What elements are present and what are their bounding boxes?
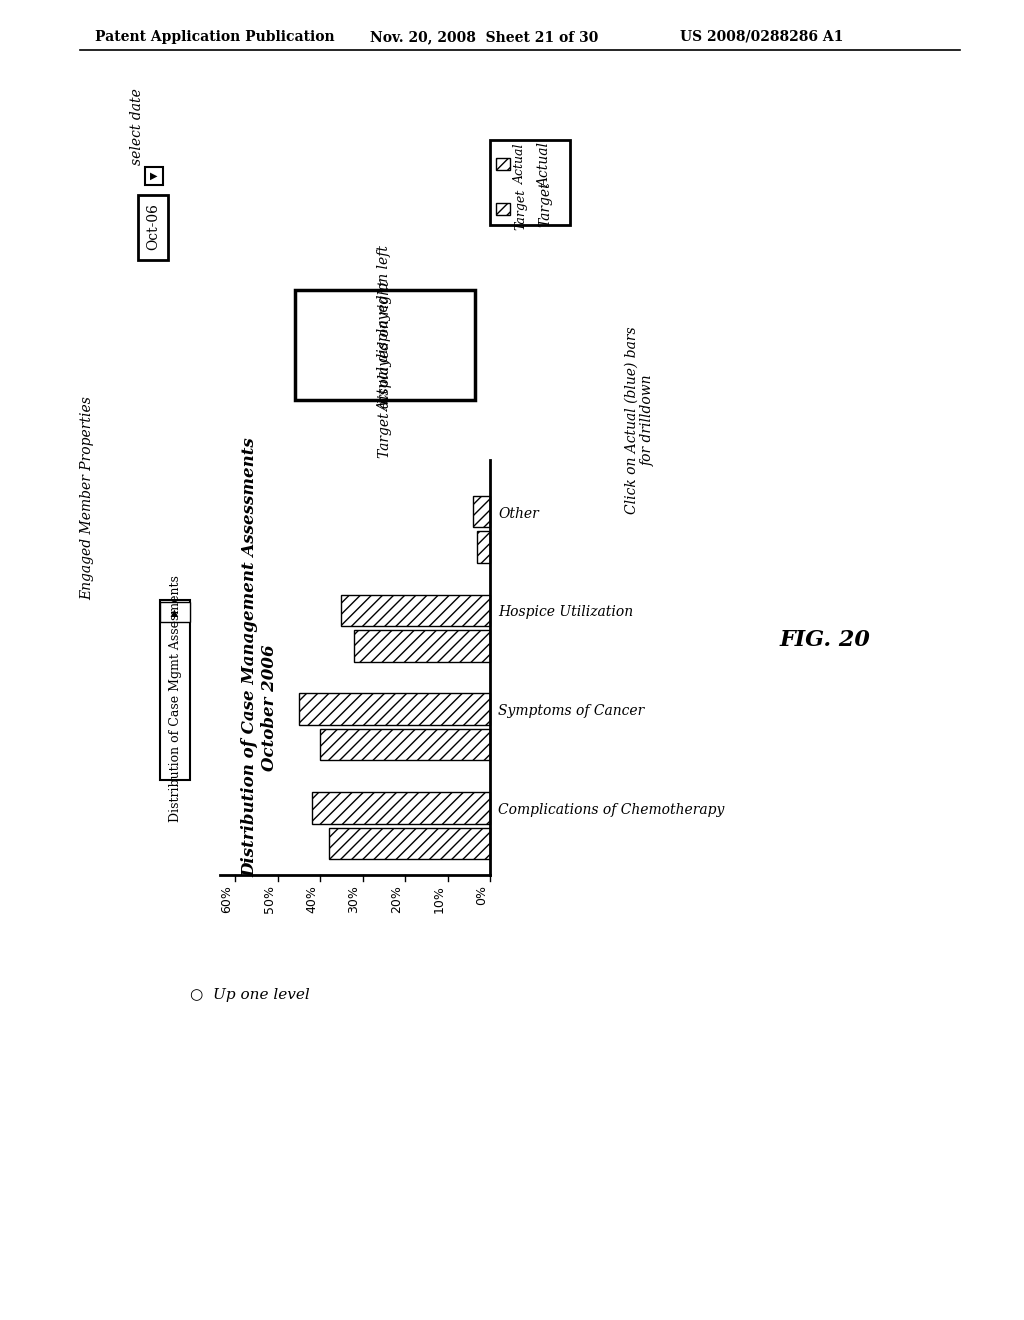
Bar	[311, 792, 490, 824]
Text: 50%: 50%	[262, 884, 275, 913]
Text: select date: select date	[130, 88, 144, 165]
Bar	[473, 496, 490, 528]
Bar	[160, 601, 190, 780]
Bar	[354, 630, 490, 661]
Text: Symptoms of Cancer: Symptoms of Cancer	[498, 704, 644, 718]
Text: ▶: ▶	[151, 172, 158, 181]
Bar	[496, 158, 510, 170]
Text: ○  Up one level: ○ Up one level	[190, 987, 309, 1002]
Text: Click on Actual (blue) bars
for drilldown: Click on Actual (blue) bars for drilldow…	[625, 326, 655, 513]
Bar	[341, 594, 490, 626]
Text: Target: Target	[514, 189, 527, 230]
Text: Engaged Member Properties: Engaged Member Properties	[80, 396, 94, 601]
Text: Complications of Chemotherapy: Complications of Chemotherapy	[498, 803, 724, 817]
Text: Target displayed on right: Target displayed on right	[378, 280, 392, 458]
Text: Nov. 20, 2008  Sheet 21 of 30: Nov. 20, 2008 Sheet 21 of 30	[370, 30, 598, 44]
Text: Actual: Actual	[538, 143, 552, 187]
Text: 20%: 20%	[390, 884, 403, 913]
Text: 10%: 10%	[432, 884, 445, 913]
Bar	[490, 140, 570, 224]
Bar	[160, 602, 190, 622]
Text: Oct-06: Oct-06	[146, 203, 160, 251]
Text: Distribution of Case Mgmt Assesments: Distribution of Case Mgmt Assesments	[169, 576, 181, 822]
Text: Target: Target	[538, 181, 552, 227]
Text: Distribution of Case Management Assessments: Distribution of Case Management Assessme…	[242, 438, 258, 878]
Bar	[138, 195, 168, 260]
Text: 40%: 40%	[305, 884, 318, 913]
Text: October 2006: October 2006	[261, 644, 279, 771]
Bar	[329, 828, 490, 859]
Text: FIG. 20: FIG. 20	[780, 630, 870, 651]
Text: Other: Other	[498, 507, 539, 520]
Text: 30%: 30%	[347, 884, 360, 913]
Text: ▶: ▶	[170, 609, 180, 615]
Text: Actual displayed on left: Actual displayed on left	[378, 246, 392, 412]
Bar	[319, 729, 490, 760]
Bar	[299, 693, 490, 725]
Text: 0%: 0%	[475, 884, 488, 906]
Bar	[496, 203, 510, 215]
Bar	[295, 290, 475, 400]
Text: US 2008/0288286 A1: US 2008/0288286 A1	[680, 30, 844, 44]
Bar	[477, 532, 490, 562]
Text: 60%: 60%	[220, 884, 233, 913]
Text: Hospice Utilization: Hospice Utilization	[498, 606, 633, 619]
Text: Actual: Actual	[514, 144, 527, 185]
Bar	[145, 168, 163, 185]
Text: Patent Application Publication: Patent Application Publication	[95, 30, 335, 44]
